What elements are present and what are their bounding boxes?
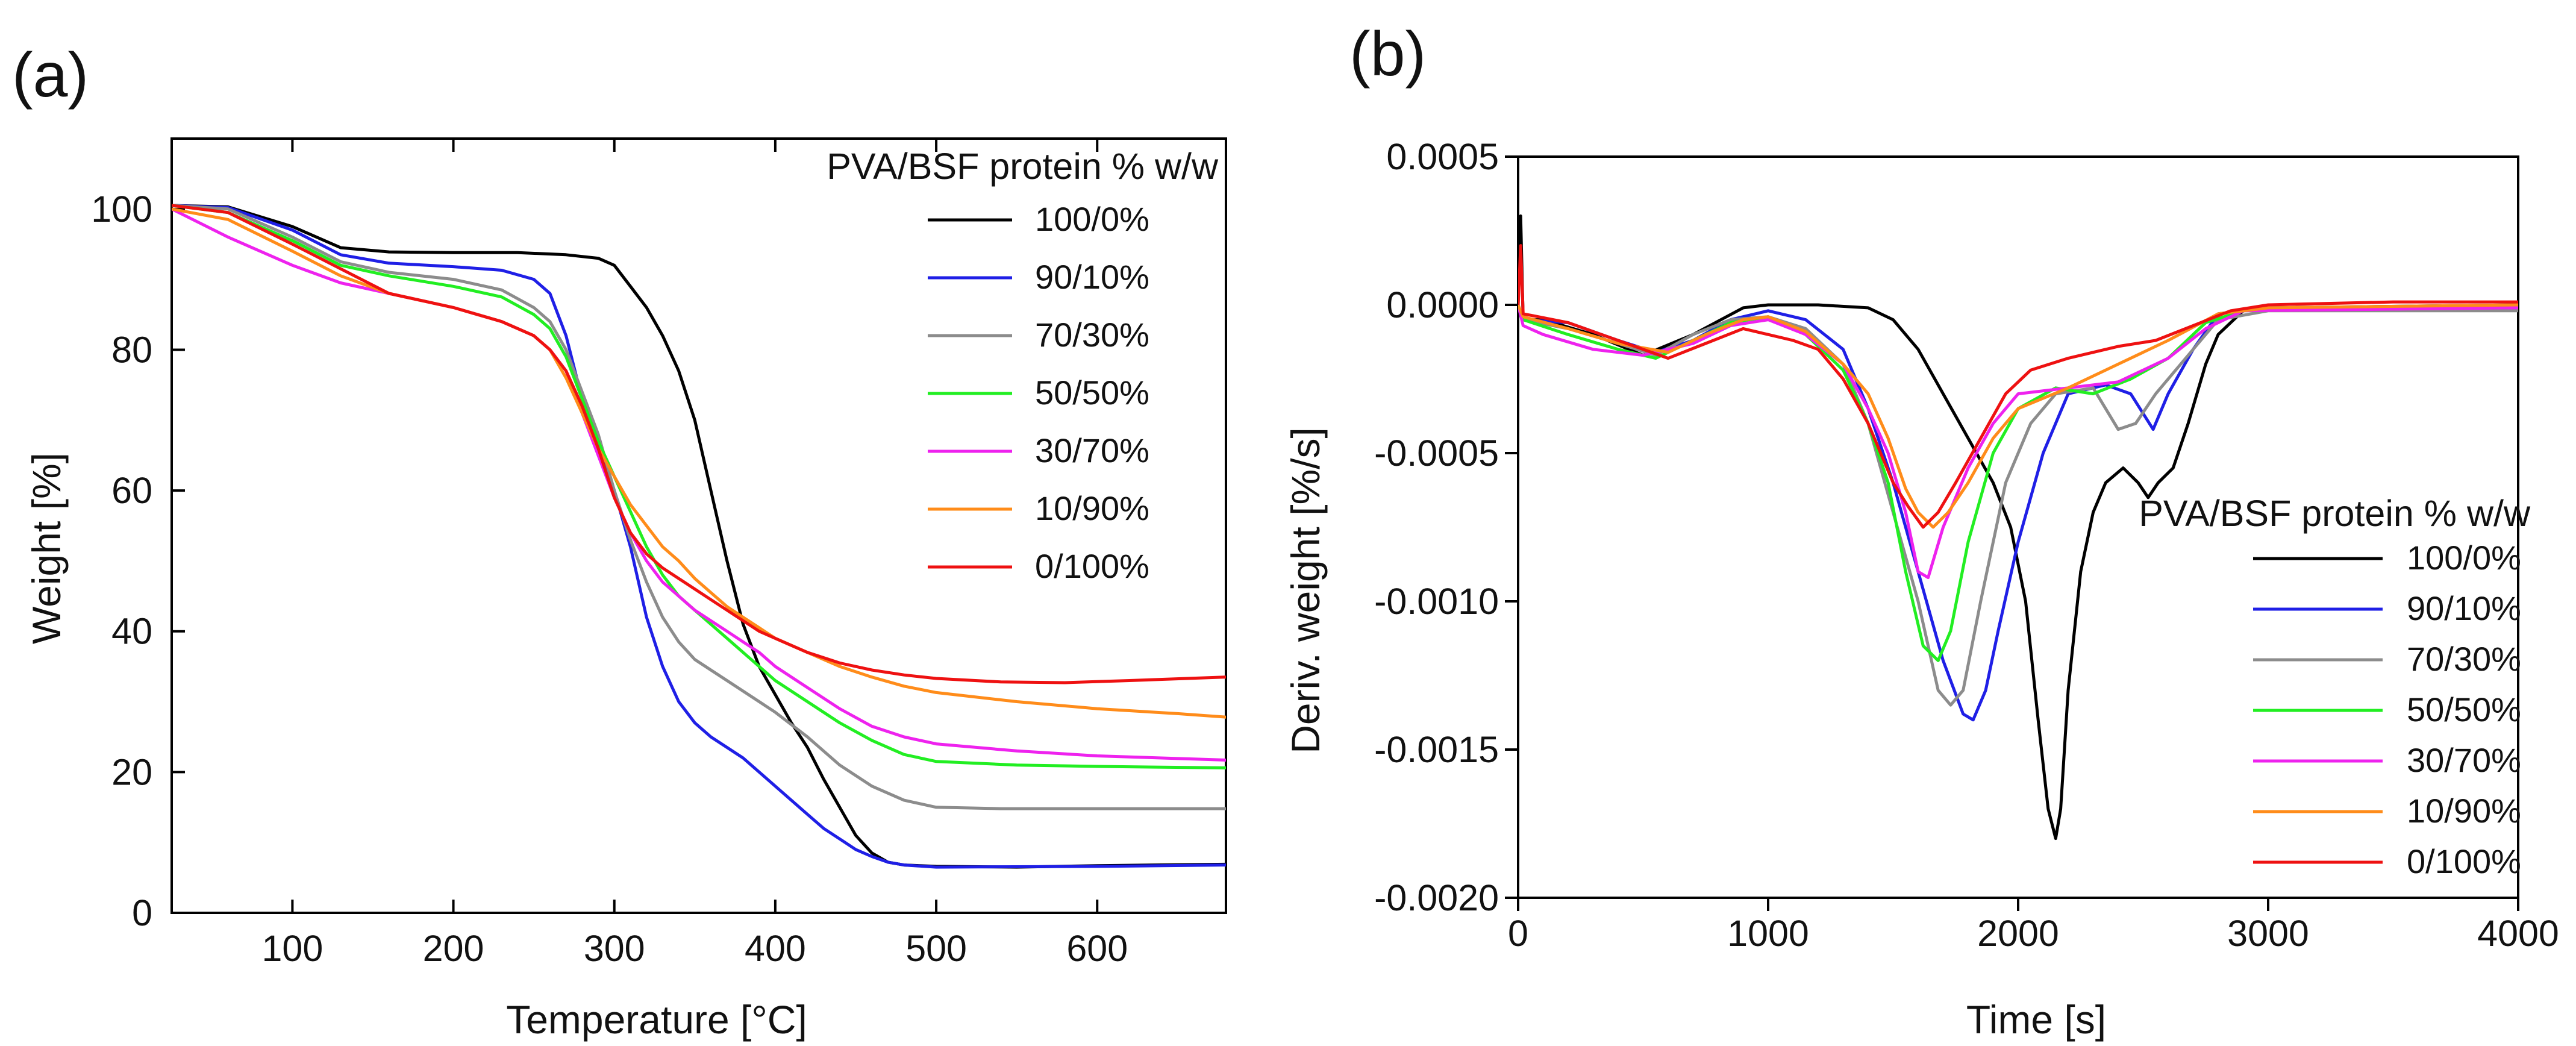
panel-a: (a) 100 200 300 400 500 600 0 20 40 60 80 100 PVA/B… [12, 40, 1227, 1042]
panel-a-legend-entry: 70/30% [1035, 316, 1149, 354]
panel-b-series-line [1518, 303, 2518, 529]
panel-b-ytick-label: 0.0000 [1386, 284, 1499, 325]
panel-b-legend: PVA/BSF protein % w/w 100/0% 90/10% 70/30% 5… [2139, 493, 2531, 880]
panel-a-ytick-label: 80 [111, 329, 152, 370]
panel-b-ytick-label: -0.0015 [1374, 729, 1499, 770]
panel-b-xtick-label: 4000 [2477, 913, 2559, 954]
panel-a-xtick-label: 500 [905, 928, 967, 969]
panel-a-frame [170, 137, 1227, 914]
panel-a-series-line [172, 204, 1226, 810]
panel-a-label: (a) [12, 40, 89, 110]
panel-a-ylabel: Weight [%] [24, 453, 69, 644]
panel-a-legend-title: PVA/BSF protein % w/w [827, 146, 1219, 187]
panel-a-legend: PVA/BSF protein % w/w 100/0% 90/10% 70/30% 5… [827, 146, 1219, 585]
panel-b-legend-entry: 10/90% [2407, 792, 2521, 830]
panel-a-legend-entry: 10/90% [1035, 489, 1149, 527]
panel-a-xtick-label: 600 [1066, 928, 1128, 969]
panel-a-series-line [172, 204, 1226, 869]
panel-b-xtick-label: 3000 [2227, 913, 2309, 954]
panel-a-xtick-label: 400 [745, 928, 806, 969]
panel-b-xtick-label: 0 [1508, 913, 1528, 954]
panel-b-ytick-label: 0.0005 [1386, 136, 1499, 177]
panel-b-xtick-label: 1000 [1727, 913, 1809, 954]
panel-a-ytick-label: 40 [111, 611, 152, 652]
panel-a-ytick-label: 100 [91, 189, 152, 230]
panel-b-legend-entry: 50/50% [2407, 691, 2521, 728]
panel-b-legend-entry: 70/30% [2407, 640, 2521, 678]
panel-b-ytick-label: -0.0005 [1374, 433, 1499, 474]
panel-b-series [1518, 214, 2518, 841]
panel-b-axes: 0 1000 2000 3000 4000 0.0005 0.0000 -0.0005 -0.0… [1374, 136, 2559, 954]
panel-b-legend-entry: 90/10% [2407, 589, 2521, 627]
panel-a-legend-entry: 50/50% [1035, 374, 1149, 412]
panel-a-xtick-label: 100 [261, 928, 323, 969]
panel-b-legend-entry: 100/0% [2407, 539, 2521, 577]
panel-b-xtick-label: 2000 [1977, 913, 2059, 954]
panel-b: (b) 0 1000 2000 3000 4000 0.0005 0.0000 -0.0005… [1283, 19, 2559, 1042]
panel-a-xtick-label: 300 [584, 928, 645, 969]
panel-b-series-line [1518, 304, 2518, 707]
panel-b-series-line [1518, 244, 2518, 529]
panel-b-legend-entry: 30/70% [2407, 741, 2521, 779]
panel-b-ytick-label: -0.0010 [1374, 581, 1499, 622]
panel-a-legend-entry: 0/100% [1035, 547, 1149, 585]
panel-a-ytick-label: 20 [111, 751, 152, 792]
panel-a-series-line [172, 204, 1226, 769]
panel-b-legend-entry: 0/100% [2407, 842, 2521, 880]
panel-a-legend-entry: 90/10% [1035, 258, 1149, 296]
panel-b-series-line [1518, 304, 2518, 722]
panel-b-ylabel: Deriv. weight [%/s] [1283, 427, 1328, 754]
panel-a-ytick-label: 60 [111, 470, 152, 511]
panel-b-legend-title: PVA/BSF protein % w/w [2139, 493, 2531, 534]
panel-b-xlabel: Time [s] [1966, 997, 2106, 1042]
panel-b-ytick-label: -0.0020 [1374, 877, 1499, 918]
panel-a-xlabel: Temperature [°C] [506, 997, 807, 1042]
panel-a-legend-entry: 100/0% [1035, 200, 1149, 238]
panel-a-series-line [172, 204, 1226, 869]
panel-a-xtick-label: 200 [423, 928, 484, 969]
panel-a-series [172, 204, 1226, 869]
panel-a-ytick-label: 0 [132, 892, 152, 933]
panel-a-legend-entry: 30/70% [1035, 431, 1149, 469]
panel-b-label: (b) [1349, 19, 1426, 89]
panel-a-axes: 100 200 300 400 500 600 0 20 40 60 80 100 [91, 137, 1227, 969]
panel-a-series-line [172, 204, 1226, 684]
panel-b-series-line [1518, 304, 2518, 580]
